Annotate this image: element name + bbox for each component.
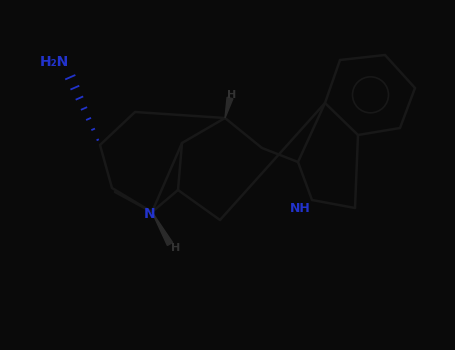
- Text: NH: NH: [290, 202, 310, 215]
- Text: H: H: [228, 90, 237, 100]
- Text: H: H: [172, 243, 181, 253]
- Text: N: N: [144, 207, 156, 221]
- Polygon shape: [225, 97, 233, 118]
- Text: H₂N: H₂N: [40, 55, 69, 69]
- Polygon shape: [152, 212, 172, 245]
